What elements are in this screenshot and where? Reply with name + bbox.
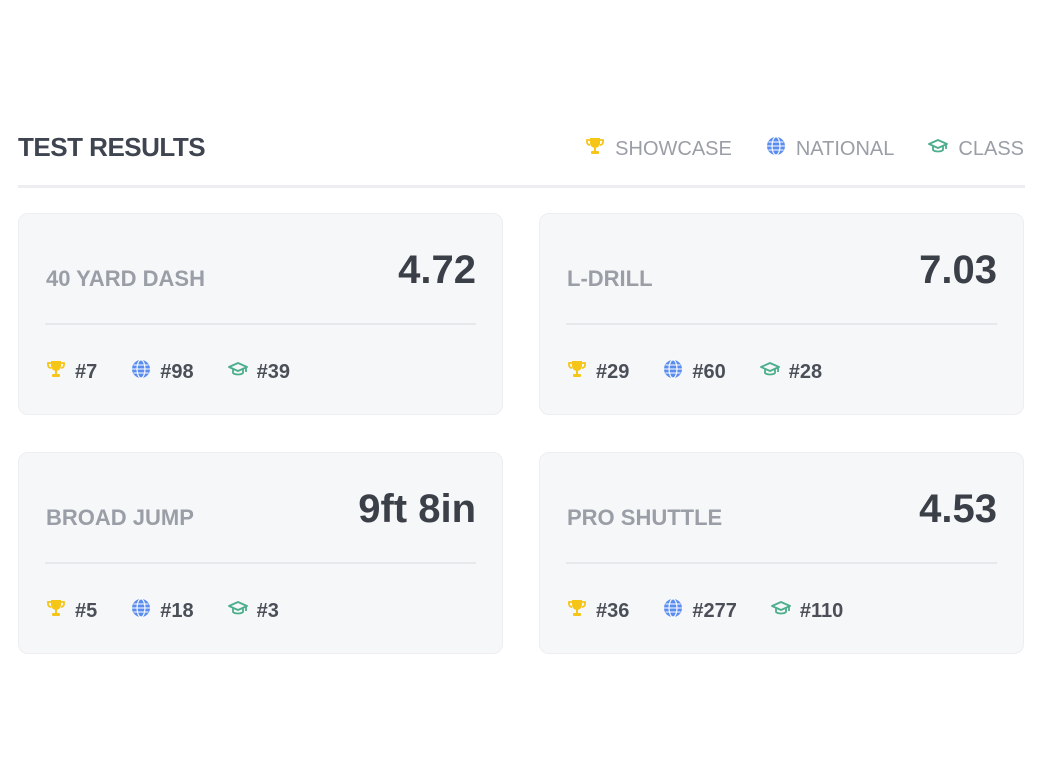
rank-value: #98 — [160, 360, 194, 383]
result-card: BROAD JUMP 9ft 8in #5 #18 #3 — [18, 452, 503, 654]
legend: SHOWCASE NATIONAL CLASS — [585, 136, 1024, 162]
rank-item: #277 — [663, 598, 737, 624]
legend-item: SHOWCASE — [585, 136, 732, 162]
rank-icon — [131, 598, 151, 624]
legend-label: CLASS — [958, 137, 1024, 160]
rank-value: #60 — [692, 360, 726, 383]
section-title: TEST RESULTS — [18, 132, 206, 162]
rank-icon — [770, 598, 791, 624]
rank-value: #18 — [160, 599, 194, 622]
legend-icon — [585, 136, 605, 162]
test-name: BROAD JUMP — [46, 505, 194, 530]
rank-value: #7 — [75, 360, 98, 383]
card-divider — [45, 562, 476, 564]
legend-item: CLASS — [928, 136, 1024, 162]
rank-icon — [567, 359, 587, 385]
rank-value: #39 — [256, 360, 290, 383]
rank-icon — [227, 598, 248, 624]
rank-list: #7 #98 #39 — [46, 359, 290, 385]
rank-icon — [567, 598, 587, 624]
rank-item: #3 — [227, 598, 279, 624]
test-value: 4.72 — [398, 248, 476, 292]
test-name: 40 YARD DASH — [46, 266, 205, 291]
divider — [18, 185, 1025, 188]
rank-icon — [759, 359, 780, 385]
test-name: L-DRILL — [567, 266, 653, 291]
legend-icon — [766, 136, 786, 162]
legend-item: NATIONAL — [766, 136, 895, 162]
rank-item: #60 — [663, 359, 726, 385]
rank-value: #29 — [596, 360, 630, 383]
rank-item: #5 — [46, 598, 97, 624]
rank-item: #110 — [770, 598, 844, 624]
rank-icon — [46, 598, 66, 624]
result-card: PRO SHUTTLE 4.53 #36 #277 #110 — [539, 452, 1024, 654]
rank-item: #98 — [131, 359, 194, 385]
test-value: 7.03 — [919, 248, 997, 292]
rank-icon — [131, 359, 151, 385]
rank-list: #5 #18 #3 — [46, 598, 279, 624]
rank-list: #29 #60 #28 — [567, 359, 822, 385]
rank-item: #29 — [567, 359, 629, 385]
legend-icon — [928, 136, 949, 162]
legend-label: NATIONAL — [795, 137, 895, 160]
rank-value: #3 — [256, 599, 279, 622]
rank-item: #28 — [759, 359, 823, 385]
rank-icon — [663, 359, 683, 385]
rank-list: #36 #277 #110 — [567, 598, 843, 624]
rank-item: #36 — [567, 598, 629, 624]
rank-icon — [46, 359, 66, 385]
test-value: 4.53 — [919, 487, 997, 531]
card-divider — [45, 323, 476, 325]
card-divider — [566, 562, 997, 564]
rank-value: #36 — [596, 599, 630, 622]
result-card: L-DRILL 7.03 #29 #60 #28 — [539, 213, 1024, 415]
rank-value: #277 — [692, 599, 737, 622]
rank-icon — [227, 359, 248, 385]
rank-icon — [663, 598, 683, 624]
legend-label: SHOWCASE — [615, 137, 732, 160]
rank-value: #28 — [788, 360, 823, 383]
rank-item: #7 — [46, 359, 97, 385]
result-card: 40 YARD DASH 4.72 #7 #98 #39 — [18, 213, 503, 415]
rank-item: #18 — [131, 598, 194, 624]
card-divider — [566, 323, 997, 325]
rank-value: #110 — [799, 599, 844, 622]
rank-value: #5 — [75, 599, 98, 622]
test-name: PRO SHUTTLE — [567, 505, 723, 530]
rank-item: #39 — [227, 359, 290, 385]
test-value: 9ft 8in — [358, 487, 476, 531]
